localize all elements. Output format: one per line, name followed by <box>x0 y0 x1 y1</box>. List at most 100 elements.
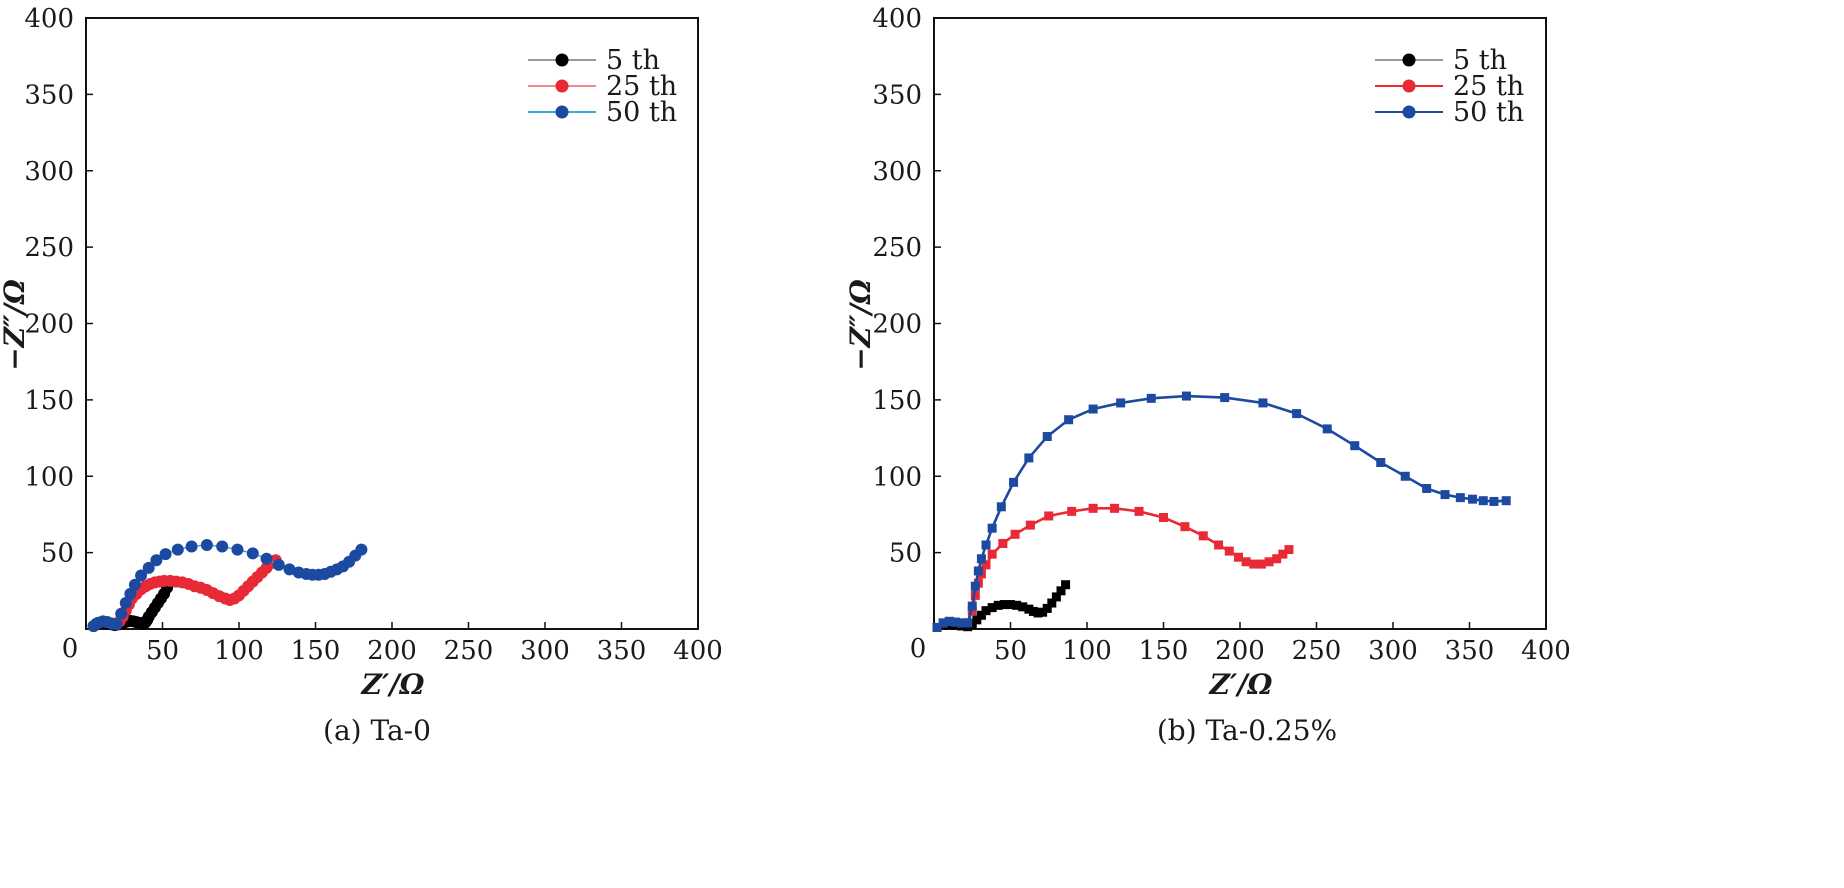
legend-label: 50 th <box>606 97 677 128</box>
data-point <box>142 561 155 574</box>
data-point <box>1422 483 1432 493</box>
y-tick-label: 350 <box>24 80 74 110</box>
data-point <box>1047 598 1057 608</box>
data-point <box>1088 503 1098 513</box>
y-tick-label: 350 <box>872 80 922 110</box>
data-point <box>1233 552 1243 562</box>
data-point <box>1278 549 1288 559</box>
data-point <box>1042 603 1052 613</box>
data-point <box>119 597 132 610</box>
data-point <box>950 617 960 627</box>
x-tick-label: 100 <box>214 636 264 666</box>
data-point <box>135 569 148 582</box>
x-tick-label: 50 <box>146 636 179 666</box>
data-point <box>1010 529 1020 539</box>
data-point <box>987 549 997 559</box>
legend-label: 5 th <box>606 45 660 76</box>
data-point <box>1018 602 1028 612</box>
y-tick-label: 400 <box>872 4 922 34</box>
data-point <box>967 619 977 629</box>
data-point <box>1249 559 1259 569</box>
x-tick-label: 200 <box>367 636 417 666</box>
data-point <box>993 600 1003 610</box>
data-point <box>981 560 991 570</box>
data-point <box>976 610 986 620</box>
legend-item-50-th: 50 th <box>528 97 677 128</box>
data-point <box>1110 503 1120 513</box>
data-point <box>1400 471 1410 481</box>
legend-item-25-th: 25 th <box>1375 71 1524 102</box>
panel-a: 0 50 100 150 200 250 300 350 400 50 100 150 200 250 30… <box>0 4 723 747</box>
data-point <box>1061 580 1071 590</box>
data-point <box>159 548 172 561</box>
data-point <box>938 618 948 628</box>
x-tick-label: 300 <box>1368 636 1418 666</box>
data-point <box>1241 557 1251 567</box>
legend-item-5-th: 5 th <box>1375 45 1507 76</box>
data-point <box>1214 540 1224 550</box>
data-point <box>1024 453 1034 463</box>
data-point <box>1134 506 1144 516</box>
y-tick-label: 400 <box>24 4 74 34</box>
data-point <box>1198 531 1208 541</box>
data-point <box>124 587 137 600</box>
legend-marker <box>1402 79 1416 93</box>
data-point <box>973 566 983 576</box>
data-point <box>1501 496 1511 506</box>
y-tick-label: 250 <box>872 233 922 263</box>
data-point <box>1056 586 1066 596</box>
series-50-th <box>87 538 368 632</box>
data-point <box>1009 477 1019 487</box>
data-point <box>996 502 1006 512</box>
data-point <box>1159 512 1168 522</box>
data-point <box>1006 600 1015 610</box>
legend-label: 5 th <box>1453 45 1507 76</box>
data-point <box>1033 608 1043 618</box>
x-tick-label: 350 <box>597 636 647 666</box>
data-point <box>1350 441 1360 451</box>
data-point <box>185 540 198 553</box>
data-point <box>1478 496 1488 506</box>
data-point <box>150 554 163 567</box>
data-point <box>355 543 368 556</box>
legend-label: 25 th <box>606 71 677 102</box>
data-point <box>981 540 991 550</box>
data-point <box>260 552 273 565</box>
data-point <box>1284 545 1294 555</box>
data-point <box>967 601 977 611</box>
data-point <box>1322 424 1332 434</box>
data-point <box>972 615 982 625</box>
panel-caption: (a) Ta-0 <box>323 714 431 747</box>
data-point <box>1025 520 1035 530</box>
data-point <box>1180 522 1190 532</box>
data-point <box>999 600 1009 610</box>
data-point <box>970 590 980 600</box>
series-line <box>936 394 1507 629</box>
legend-label: 50 th <box>1453 97 1524 128</box>
data-point <box>1258 398 1268 408</box>
legend-label: 25 th <box>1453 71 1524 102</box>
data-point <box>272 558 285 571</box>
data-point <box>1042 432 1052 442</box>
data-point <box>987 603 997 613</box>
x-axis-label: Z′/Ω <box>361 668 425 701</box>
x-tick-label: 100 <box>1062 636 1112 666</box>
legend-marker <box>555 53 569 67</box>
data-point <box>115 607 128 620</box>
x-tick-label: 200 <box>1215 636 1265 666</box>
data-point <box>976 554 986 564</box>
data-point <box>932 622 942 632</box>
data-point <box>1376 458 1386 468</box>
x-axis-label: Z′/Ω <box>1209 668 1273 701</box>
data-point <box>1224 546 1234 556</box>
y-tick-label: 150 <box>872 386 922 416</box>
data-point <box>1116 398 1126 408</box>
data-point <box>944 616 954 626</box>
legend-marker <box>1402 105 1416 119</box>
data-point <box>128 578 141 591</box>
data-point <box>1292 409 1302 419</box>
legend-item-50-th: 50 th <box>1375 97 1524 128</box>
y-tick-label: 200 <box>24 310 74 340</box>
